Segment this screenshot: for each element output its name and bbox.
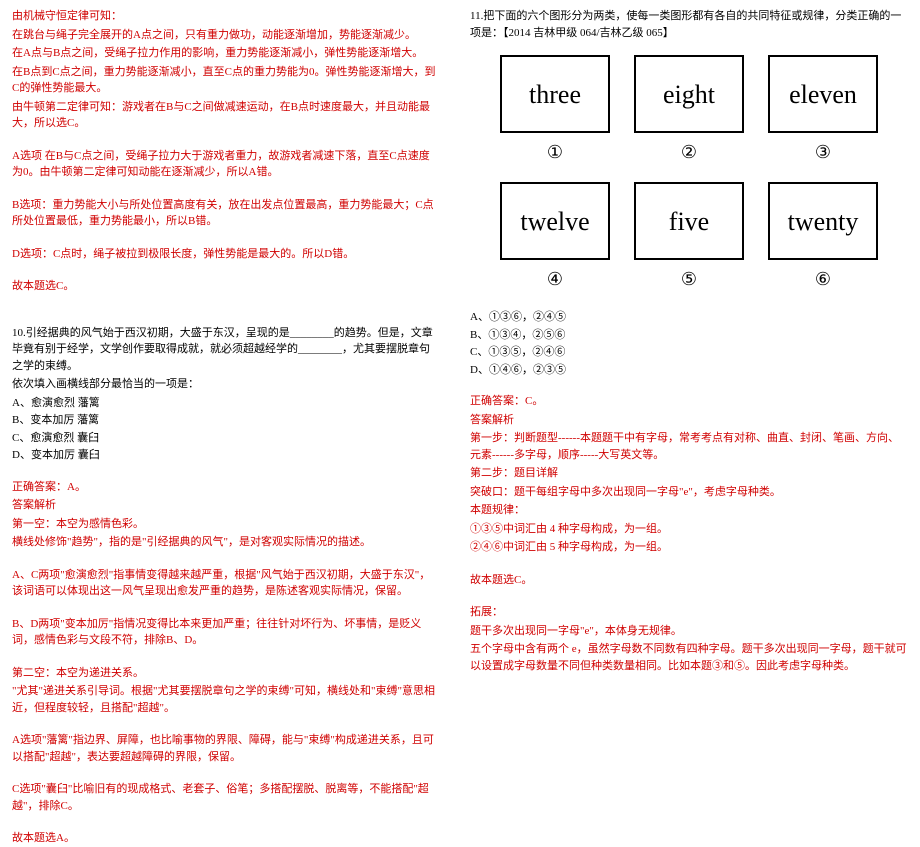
q11-rule-2: ②④⑥中词汇由 5 种字母构成，为一组。 [470, 539, 908, 556]
q10-explain-heading: 答案解析 [12, 497, 440, 514]
q11-conclusion: 故本题选C。 [470, 572, 908, 589]
box-4: twelve [500, 182, 610, 260]
box-5: five [634, 182, 744, 260]
q11-rule-1: ①③⑤中词汇由 4 种字母构成，为一组。 [470, 521, 908, 538]
q10-option-d: D、变本加厉 囊臼 [12, 447, 440, 464]
num-4: ④ [500, 266, 610, 293]
q10-exp-3: A、C两项"愈演愈烈"指事情变得越来越严重，根据"风气始于西汉初期，大盛于东汉"… [12, 567, 440, 600]
num-3: ③ [768, 139, 878, 166]
q10-option-c: C、愈演愈烈 囊臼 [12, 430, 440, 447]
q11-option-c: C、①③⑤，②④⑥ [470, 344, 908, 361]
num-5: ⑤ [634, 266, 744, 293]
q10-option-b: B、变本加厉 藩篱 [12, 412, 440, 429]
q10-exp-2: 横线处修饰"趋势"，指的是"引经据典的风气"，是对客观实际情况的描述。 [12, 534, 440, 551]
num-2: ② [634, 139, 744, 166]
q10-conclusion: 故本题选A。 [12, 830, 440, 847]
box-2: eight [634, 55, 744, 133]
physics-conclusion: 故本题选C。 [12, 278, 440, 295]
num-6: ⑥ [768, 266, 878, 293]
physics-line-4: 在B点到C点之间，重力势能逐渐减小，直至C点的重力势能为0。弹性势能逐渐增大，到… [12, 64, 440, 97]
physics-option-a: A选项 在B与C点之间，受绳子拉力大于游戏者重力，故游戏者减速下落，直至C点速度… [12, 148, 440, 181]
q10-stem-2: 依次填入画横线部分最恰当的一项是： [12, 376, 440, 393]
physics-line-2: 在跳台与绳子完全展开的A点之间，只有重力做功，动能逐渐增加，势能逐渐减少。 [12, 27, 440, 44]
q10-exp-6: "尤其"递进关系引导词。根据"尤其要摆脱章句之学的束缚"可知，横线处和"束缚"意… [12, 683, 440, 716]
q10-stem-1: 10.引经据典的风气始于西汉初期，大盛于东汉，呈现的是________的趋势。但… [12, 325, 440, 375]
q11-step-4: 本题规律： [470, 502, 908, 519]
q11-stem: 11.把下面的六个图形分为两类，使每一类图形都有各自的共同特征或规律，分类正确的… [470, 8, 908, 41]
physics-option-b: B选项：重力势能大小与所处位置高度有关，放在出发点位置最高，重力势能最大；C点所… [12, 197, 440, 230]
q11-ext-2: 五个字母中含有两个 e，虽然字母数不同数有四种字母。题干多次出现同一字母，题干就… [470, 641, 908, 674]
num-1: ① [500, 139, 610, 166]
q11-step-2: 第二步：题目详解 [470, 465, 908, 482]
q10-answer: 正确答案：A。 [12, 479, 440, 496]
q11-option-a: A、①③⑥，②④⑤ [470, 309, 908, 326]
q11-step-1: 第一步：判断题型------本题题干中有字母，常考考点有对称、曲直、封闭、笔画、… [470, 430, 908, 463]
q11-ext-1: 题干多次出现同一字母"e"，本体身无规律。 [470, 623, 908, 640]
q10-exp-5: 第二空：本空为递进关系。 [12, 665, 440, 682]
q10-option-a: A、愈演愈烈 藩篱 [12, 395, 440, 412]
q11-step-3: 突破口：题干每组字母中多次出现同一字母"e"，考虑字母种类。 [470, 484, 908, 501]
box-1: three [500, 55, 610, 133]
physics-line-3: 在A点与B点之间，受绳子拉力作用的影响，重力势能逐渐减小，弹性势能逐渐增大。 [12, 45, 440, 62]
physics-line-1: 由机械守恒定律可知： [12, 8, 440, 25]
q11-ext-heading: 拓展： [470, 604, 908, 621]
q10-exp-4: B、D两项"变本加厉"指情况变得比本来更加严重；往往针对坏行为、坏事情，是贬义词… [12, 616, 440, 649]
q11-option-b: B、①③④，②⑤⑥ [470, 327, 908, 344]
q10-exp-8: C选项"囊臼"比喻旧有的现成格式、老套子、俗笔；多搭配摆脱、脱离等，不能搭配"超… [12, 781, 440, 814]
box-3: eleven [768, 55, 878, 133]
q11-figure: three eight eleven ① ② ③ twelve five twe… [470, 55, 908, 293]
q11-answer: 正确答案：C。 [470, 393, 908, 410]
physics-line-5: 由牛顿第二定律可知：游戏者在B与C之间做减速运动，在B点时速度最大，并且动能最大… [12, 99, 440, 132]
q11-explain-heading: 答案解析 [470, 412, 908, 429]
box-6: twenty [768, 182, 878, 260]
q11-option-d: D、①④⑥，②③⑤ [470, 362, 908, 379]
physics-option-d: D选项：C点时，绳子被拉到极限长度，弹性势能是最大的。所以D错。 [12, 246, 440, 263]
q10-exp-7: A选项"藩篱"指边界、屏障，也比喻事物的界限、障碍，能与"束缚"构成递进关系，且… [12, 732, 440, 765]
q10-exp-1: 第一空：本空为感情色彩。 [12, 516, 440, 533]
